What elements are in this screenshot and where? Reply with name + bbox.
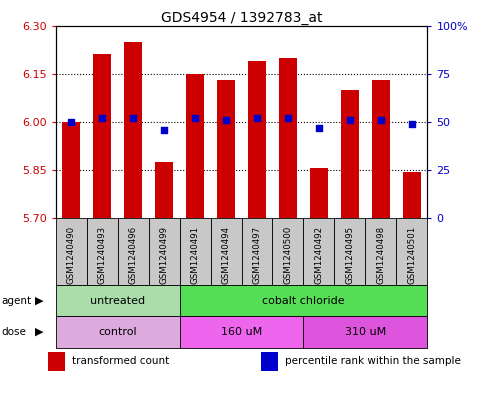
Bar — [303, 218, 334, 285]
Bar — [261, 352, 278, 371]
Text: GSM1240491: GSM1240491 — [190, 226, 199, 284]
Bar — [248, 61, 266, 218]
Text: GSM1240498: GSM1240498 — [376, 226, 385, 284]
Text: GSM1240501: GSM1240501 — [408, 226, 416, 285]
Point — [377, 117, 385, 123]
Text: GSM1240493: GSM1240493 — [98, 226, 107, 284]
Text: 160 uM: 160 uM — [221, 327, 262, 337]
Text: GSM1240492: GSM1240492 — [314, 226, 324, 284]
Bar — [334, 218, 366, 285]
Text: GSM1240490: GSM1240490 — [67, 226, 75, 284]
Point — [253, 115, 261, 121]
Text: 310 uM: 310 uM — [345, 327, 386, 337]
Bar — [341, 90, 359, 218]
Text: GSM1240499: GSM1240499 — [159, 226, 169, 284]
Text: GSM1240494: GSM1240494 — [222, 226, 230, 284]
Point — [191, 115, 199, 121]
Bar — [155, 162, 173, 218]
Point — [346, 117, 354, 123]
Text: ▶: ▶ — [35, 327, 43, 337]
Bar — [48, 352, 65, 371]
Text: untreated: untreated — [90, 296, 145, 306]
Bar — [403, 172, 421, 218]
Bar — [180, 285, 427, 316]
Text: percentile rank within the sample: percentile rank within the sample — [285, 356, 461, 366]
Bar — [180, 316, 303, 348]
Text: transformed count: transformed count — [72, 356, 170, 366]
Text: ▶: ▶ — [35, 296, 43, 306]
Bar — [279, 58, 297, 218]
Bar — [303, 316, 427, 348]
Bar — [310, 168, 328, 218]
Text: GSM1240496: GSM1240496 — [128, 226, 138, 284]
Bar — [372, 80, 390, 218]
Point — [315, 125, 323, 131]
Title: GDS4954 / 1392783_at: GDS4954 / 1392783_at — [161, 11, 322, 24]
Bar — [124, 42, 142, 218]
Text: dose: dose — [1, 327, 26, 337]
Point — [408, 121, 416, 127]
Bar — [186, 73, 204, 218]
Bar — [217, 80, 235, 218]
Text: control: control — [98, 327, 137, 337]
Text: GSM1240497: GSM1240497 — [253, 226, 261, 284]
Bar — [62, 122, 80, 218]
Bar — [93, 54, 112, 218]
Point — [98, 115, 106, 121]
Bar — [56, 316, 180, 348]
Bar — [180, 218, 211, 285]
Text: GSM1240500: GSM1240500 — [284, 226, 293, 285]
Bar — [56, 285, 180, 316]
Point — [67, 119, 75, 125]
Bar — [272, 218, 303, 285]
Text: cobalt chloride: cobalt chloride — [262, 296, 345, 306]
Bar — [242, 218, 272, 285]
Bar — [86, 218, 117, 285]
Bar — [211, 218, 242, 285]
Bar — [366, 218, 397, 285]
Bar — [56, 218, 86, 285]
Bar — [397, 218, 427, 285]
Point — [222, 117, 230, 123]
Bar — [149, 218, 180, 285]
Text: GSM1240495: GSM1240495 — [345, 226, 355, 284]
Point — [284, 115, 292, 121]
Bar — [117, 218, 149, 285]
Point — [160, 127, 168, 133]
Point — [129, 115, 137, 121]
Text: agent: agent — [1, 296, 31, 306]
